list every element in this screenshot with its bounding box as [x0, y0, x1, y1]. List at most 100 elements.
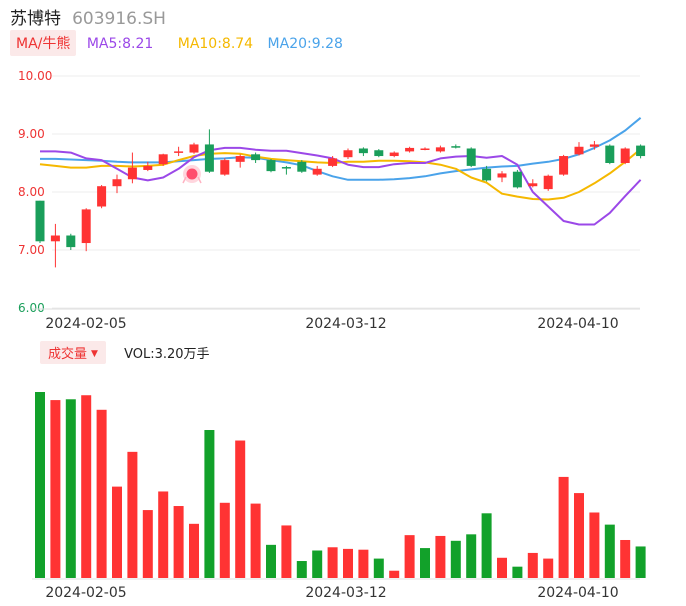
volume-bar [435, 535, 446, 578]
volume-bar [81, 395, 92, 578]
volume-bar [250, 503, 261, 578]
candle-body [297, 161, 307, 172]
volume-bar [620, 539, 631, 578]
y-tick-label: 8.00 [18, 185, 45, 199]
caret-down-icon: ▼ [91, 349, 98, 359]
volume-toggle-label: 成交量 [48, 347, 88, 362]
candle-body [358, 148, 368, 154]
volume-bar [604, 524, 615, 578]
x-tick-label: 2024-04-10 [537, 316, 618, 332]
volume-bar [219, 502, 230, 578]
y-tick-label: 10.00 [18, 69, 52, 83]
candle-body [174, 151, 184, 153]
volume-bar [281, 525, 292, 578]
candle-body [35, 200, 45, 242]
candle-body [589, 144, 599, 147]
candle-body [605, 145, 615, 163]
y-tick-label: 9.00 [18, 127, 45, 141]
volume-bar [296, 561, 307, 578]
volume-bar [404, 535, 415, 578]
volume-bar [558, 476, 569, 578]
volume-bar [512, 566, 523, 578]
volume-bar [173, 506, 184, 578]
x-tick-label: 2024-02-05 [45, 316, 126, 332]
candle-body [374, 150, 384, 157]
volume-value: VOL:3.20万手 [124, 347, 210, 362]
candle-body [81, 209, 91, 244]
volume-bar [589, 512, 600, 578]
ma10-label: MA10:8.74 [177, 36, 254, 52]
volume-bar [50, 400, 61, 578]
candle-body [435, 147, 445, 152]
candle-body [543, 175, 553, 190]
volume-bar [35, 392, 45, 578]
candle-body [343, 150, 353, 158]
volume-bar [112, 486, 122, 578]
ma20-label: MA20:9.28 [267, 36, 343, 52]
volume-bar [481, 513, 492, 578]
bull-bear-icon-detail [182, 176, 202, 184]
candle-body [220, 160, 230, 175]
y-tick-label: 6.00 [18, 301, 45, 315]
volume-bar [574, 493, 584, 578]
candle-body [312, 168, 322, 175]
candle-body [328, 158, 338, 166]
volume-bar [65, 399, 76, 578]
candle-body [97, 186, 107, 207]
candle-body [50, 235, 60, 242]
volume-bar [96, 409, 107, 578]
candle-body [235, 156, 245, 162]
bull-bear-icon-core [186, 168, 198, 180]
volume-bar [358, 549, 369, 578]
candle-body [204, 144, 214, 172]
candle-body [420, 148, 430, 150]
volume-bar [543, 558, 554, 578]
volume-bar [158, 491, 169, 578]
volume-bar [312, 550, 323, 578]
volume-bar [420, 548, 430, 578]
stock-header: 苏博特 603916.SH [10, 4, 166, 29]
candle-body [528, 183, 538, 187]
y-tick-label: 7.00 [18, 243, 45, 257]
volume-bar [527, 552, 538, 578]
stock-code: 603916.SH [72, 9, 166, 29]
volume-bar [235, 440, 246, 578]
stock-name: 苏博特 [10, 9, 61, 29]
candle-body [127, 167, 137, 180]
volume-bar [466, 534, 477, 578]
ma-toggle-button[interactable]: MA/牛熊 [10, 30, 77, 56]
candle-body [251, 154, 261, 161]
volume-bar [266, 544, 276, 578]
candle-body [451, 146, 461, 148]
ma5-label: MA5:8.21 [86, 36, 154, 52]
ma20-line [40, 117, 642, 181]
candle-body [497, 173, 507, 178]
candle-body [636, 145, 646, 157]
volume-x-tick-label: 2024-02-05 [45, 585, 126, 601]
candle-body [559, 156, 569, 175]
volume-bar [497, 557, 507, 578]
candle-body [281, 167, 291, 169]
volume-bar [327, 547, 338, 578]
candle-body [143, 165, 153, 170]
volume-bar [127, 451, 138, 578]
candle-body [158, 154, 168, 165]
candle-body [482, 168, 492, 181]
candle-body [512, 171, 522, 188]
volume-toggle-button[interactable]: 成交量 ▼ [40, 341, 106, 364]
candle-body [620, 148, 630, 163]
candle-body [389, 152, 399, 157]
candle-body [112, 179, 122, 187]
volume-legend: 成交量 ▼ VOL:3.20万手 [40, 341, 210, 364]
volume-bar [389, 570, 400, 578]
volume-bar [189, 523, 199, 578]
ma5-line [40, 146, 642, 226]
volume-bar [343, 548, 353, 578]
volume-bar [635, 546, 646, 578]
volume-bar [450, 540, 461, 578]
x-tick-label: 2024-03-12 [305, 316, 386, 332]
volume-x-tick-label: 2024-03-12 [305, 585, 386, 601]
candle-body [266, 160, 276, 172]
volume-bar [142, 510, 153, 578]
